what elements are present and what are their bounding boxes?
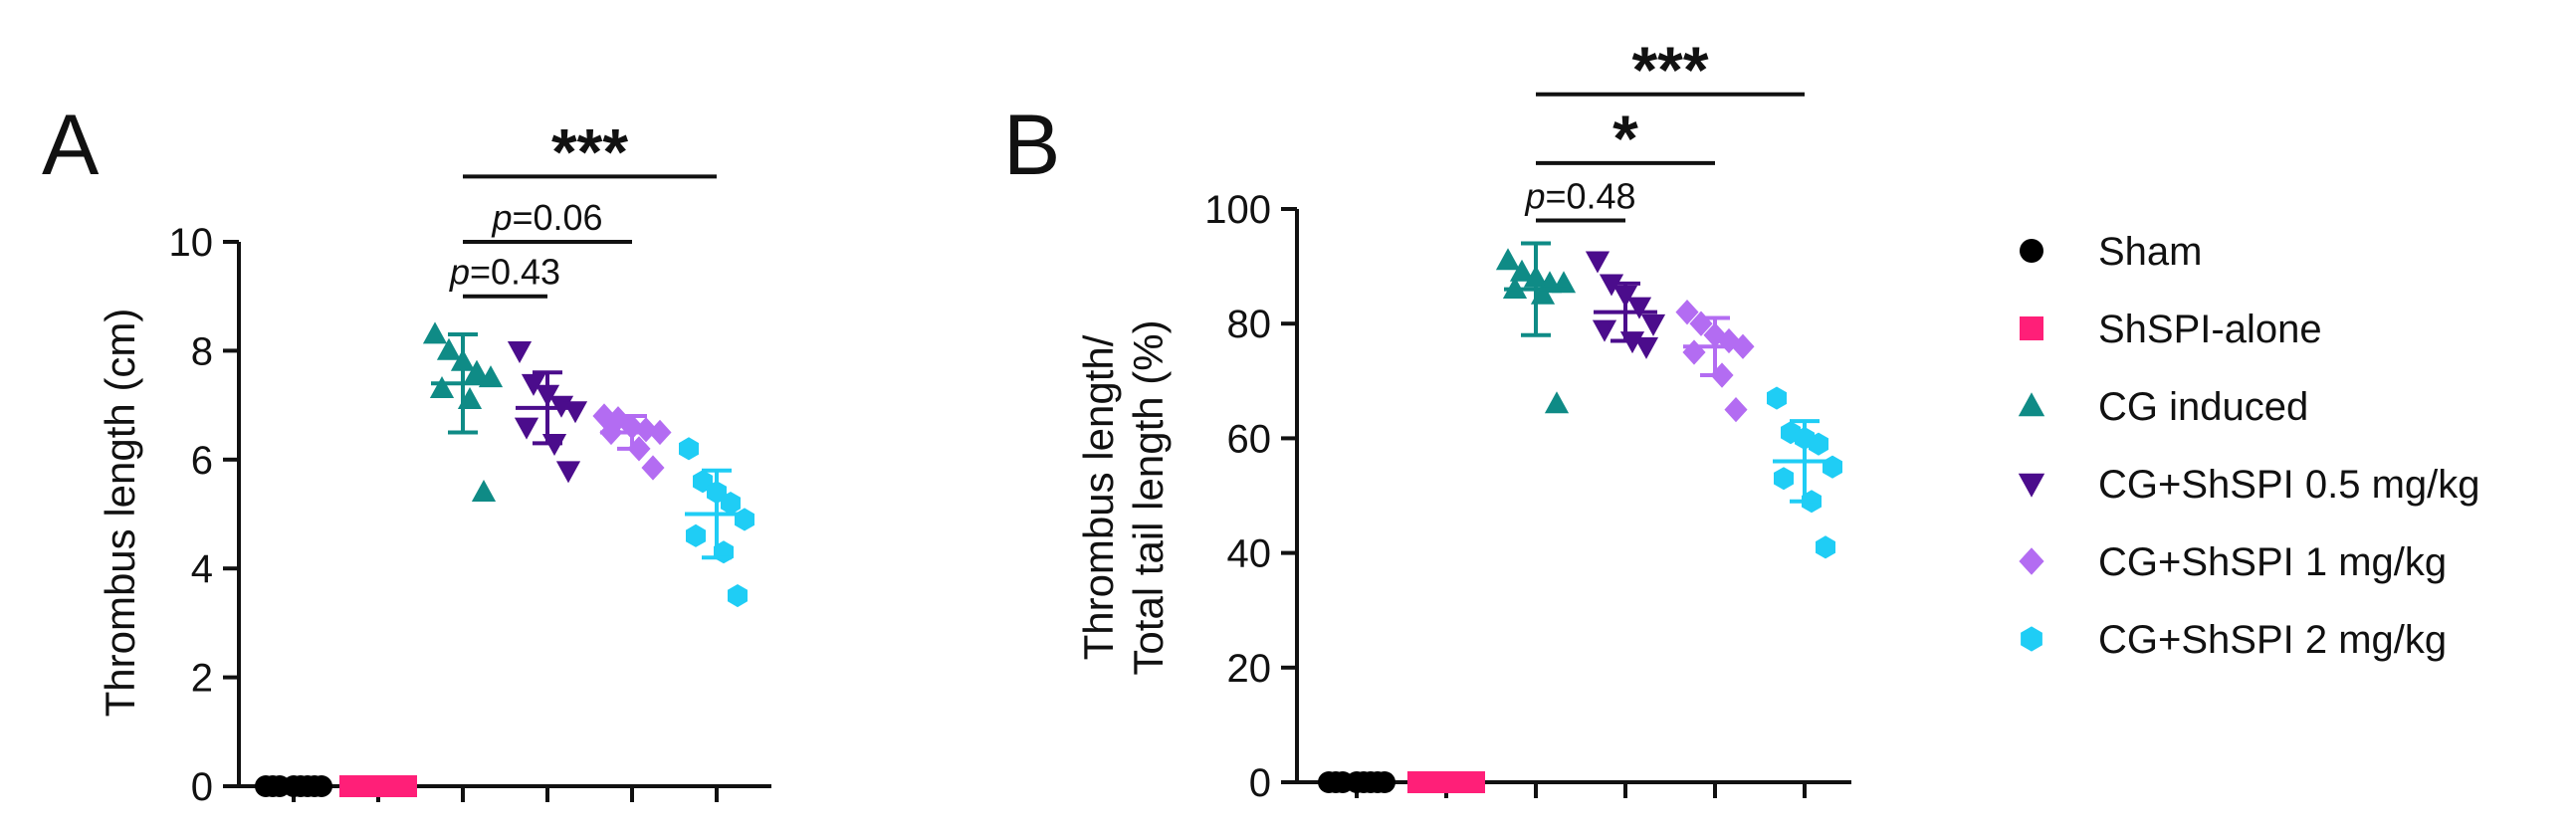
panel-b-significance-stars: *** (1631, 33, 1708, 106)
panel-b-letter: B (1003, 98, 1060, 193)
legend-marker (2018, 392, 2045, 417)
legend: Sham ShSPI-alone CG induced CG+ShSPI 0.5 mg… (2018, 230, 2480, 662)
panel-b-data-point (1767, 386, 1787, 410)
panel-a-data-point (606, 406, 630, 432)
panel-b-y-axis-title-line2: Total tail length (%) (1125, 319, 1172, 675)
panel-a-data-point (641, 455, 665, 481)
legend-marker (2020, 316, 2043, 340)
panel-b-y-axis-title-line1: Thrombus length/ (1075, 334, 1122, 660)
panel-b-p-value-label: p=0.48 (1524, 176, 1635, 217)
panel-b-y-tick-label: 60 (1227, 417, 1272, 461)
panel-a-data-point (721, 492, 741, 516)
panel-a-p-value-label: p=0.43 (449, 252, 560, 293)
panel-a-data-point (686, 523, 706, 547)
panel-b-data-point (1640, 313, 1666, 336)
panel-b-data-point (1414, 771, 1436, 793)
legend-label: CG+ShSPI 1 mg/kg (2098, 540, 2447, 584)
legend-label: ShSPI-alone (2098, 308, 2322, 351)
panel-a-significance-stars: *** (551, 114, 628, 188)
panel-a-y-tick-label: 4 (191, 547, 213, 591)
panel-a-y-tick-label: 10 (169, 221, 214, 265)
panel-b-data-point (1809, 432, 1828, 456)
legend-marker (2018, 473, 2045, 498)
panel-b-data-point (1325, 771, 1347, 793)
legend-label: CG+ShSPI 2 mg/kg (2098, 618, 2447, 662)
panel-b-y-tick-label: 40 (1227, 532, 1272, 576)
panel-b-data-point (1367, 771, 1389, 793)
panel-b-data-point (1682, 339, 1706, 365)
panel-a-data-point (514, 417, 539, 440)
panel-b-data-point (1626, 297, 1652, 319)
panel-a-letter: A (42, 98, 100, 193)
panel-b-data-point (1585, 251, 1610, 274)
panel-a-y-tick-label: 6 (191, 439, 213, 483)
panel-a-data-point (346, 775, 368, 797)
legend-marker (2020, 239, 2043, 263)
panel-b-data-point (1774, 467, 1794, 491)
legend-label: CG induced (2098, 385, 2308, 429)
panel-b-y-tick-label: 100 (1204, 188, 1271, 232)
legend-marker (2019, 547, 2044, 575)
panel-a-y-tick-label: 0 (191, 765, 213, 809)
panel-a-data-point (436, 337, 462, 360)
legend-label: Sham (2098, 230, 2203, 274)
panel-a-y-axis-title: Thrombus length (cm) (97, 309, 143, 718)
panel-a-data-point (471, 479, 497, 502)
panel-a-data-point (521, 373, 546, 396)
panel-b-data-point (1495, 248, 1521, 271)
panel-b-data-point (1592, 319, 1617, 342)
panel-b-chart: B Thrombus length/ Total tail length (%)… (1003, 33, 1851, 805)
panel-b-y-tick-label: 0 (1249, 761, 1271, 805)
panel-a-data-point (735, 508, 754, 531)
panel-a-data-point (304, 775, 325, 797)
panel-a-chart: A Thrombus length (cm) 0 2 4 6 8 10 p=0.43 p=0.… (42, 98, 771, 809)
panel-a-data-point (388, 775, 410, 797)
panel-a-data-point (679, 437, 699, 461)
panel-b-data-point (1823, 455, 1842, 479)
panel-b-data-point (1456, 771, 1478, 793)
panel-a-data-point (422, 321, 448, 344)
legend-label: CG+ShSPI 0.5 mg/kg (2098, 463, 2480, 507)
legend-marker (2021, 626, 2042, 652)
panel-b-data-point (1675, 300, 1699, 325)
panel-a-data-point (507, 341, 533, 364)
panel-b-data-point (1816, 535, 1835, 559)
panel-a-data-point (464, 359, 490, 382)
panel-a-data-point (262, 775, 284, 797)
panel-b-y-tick-label: 20 (1227, 647, 1272, 691)
panel-b-data-point (1509, 259, 1535, 282)
panel-a-data-point (562, 401, 588, 424)
panel-a-y-tick-label: 8 (191, 329, 213, 373)
panel-b-data-point (1544, 391, 1570, 414)
panel-a-y-tick-label: 2 (191, 657, 213, 701)
panel-a-data-point (728, 584, 748, 608)
panel-a-data-point (555, 461, 581, 484)
panel-a-p-value-label: p=0.06 (491, 197, 602, 238)
panel-b-y-tick-label: 80 (1227, 303, 1272, 346)
panel-a-data-point (592, 403, 616, 429)
panel-a-data-point (429, 376, 455, 399)
panel-a-data-point (634, 417, 658, 443)
panel-b-significance-stars: * (1612, 102, 1638, 175)
panel-b-data-point (1724, 396, 1748, 423)
